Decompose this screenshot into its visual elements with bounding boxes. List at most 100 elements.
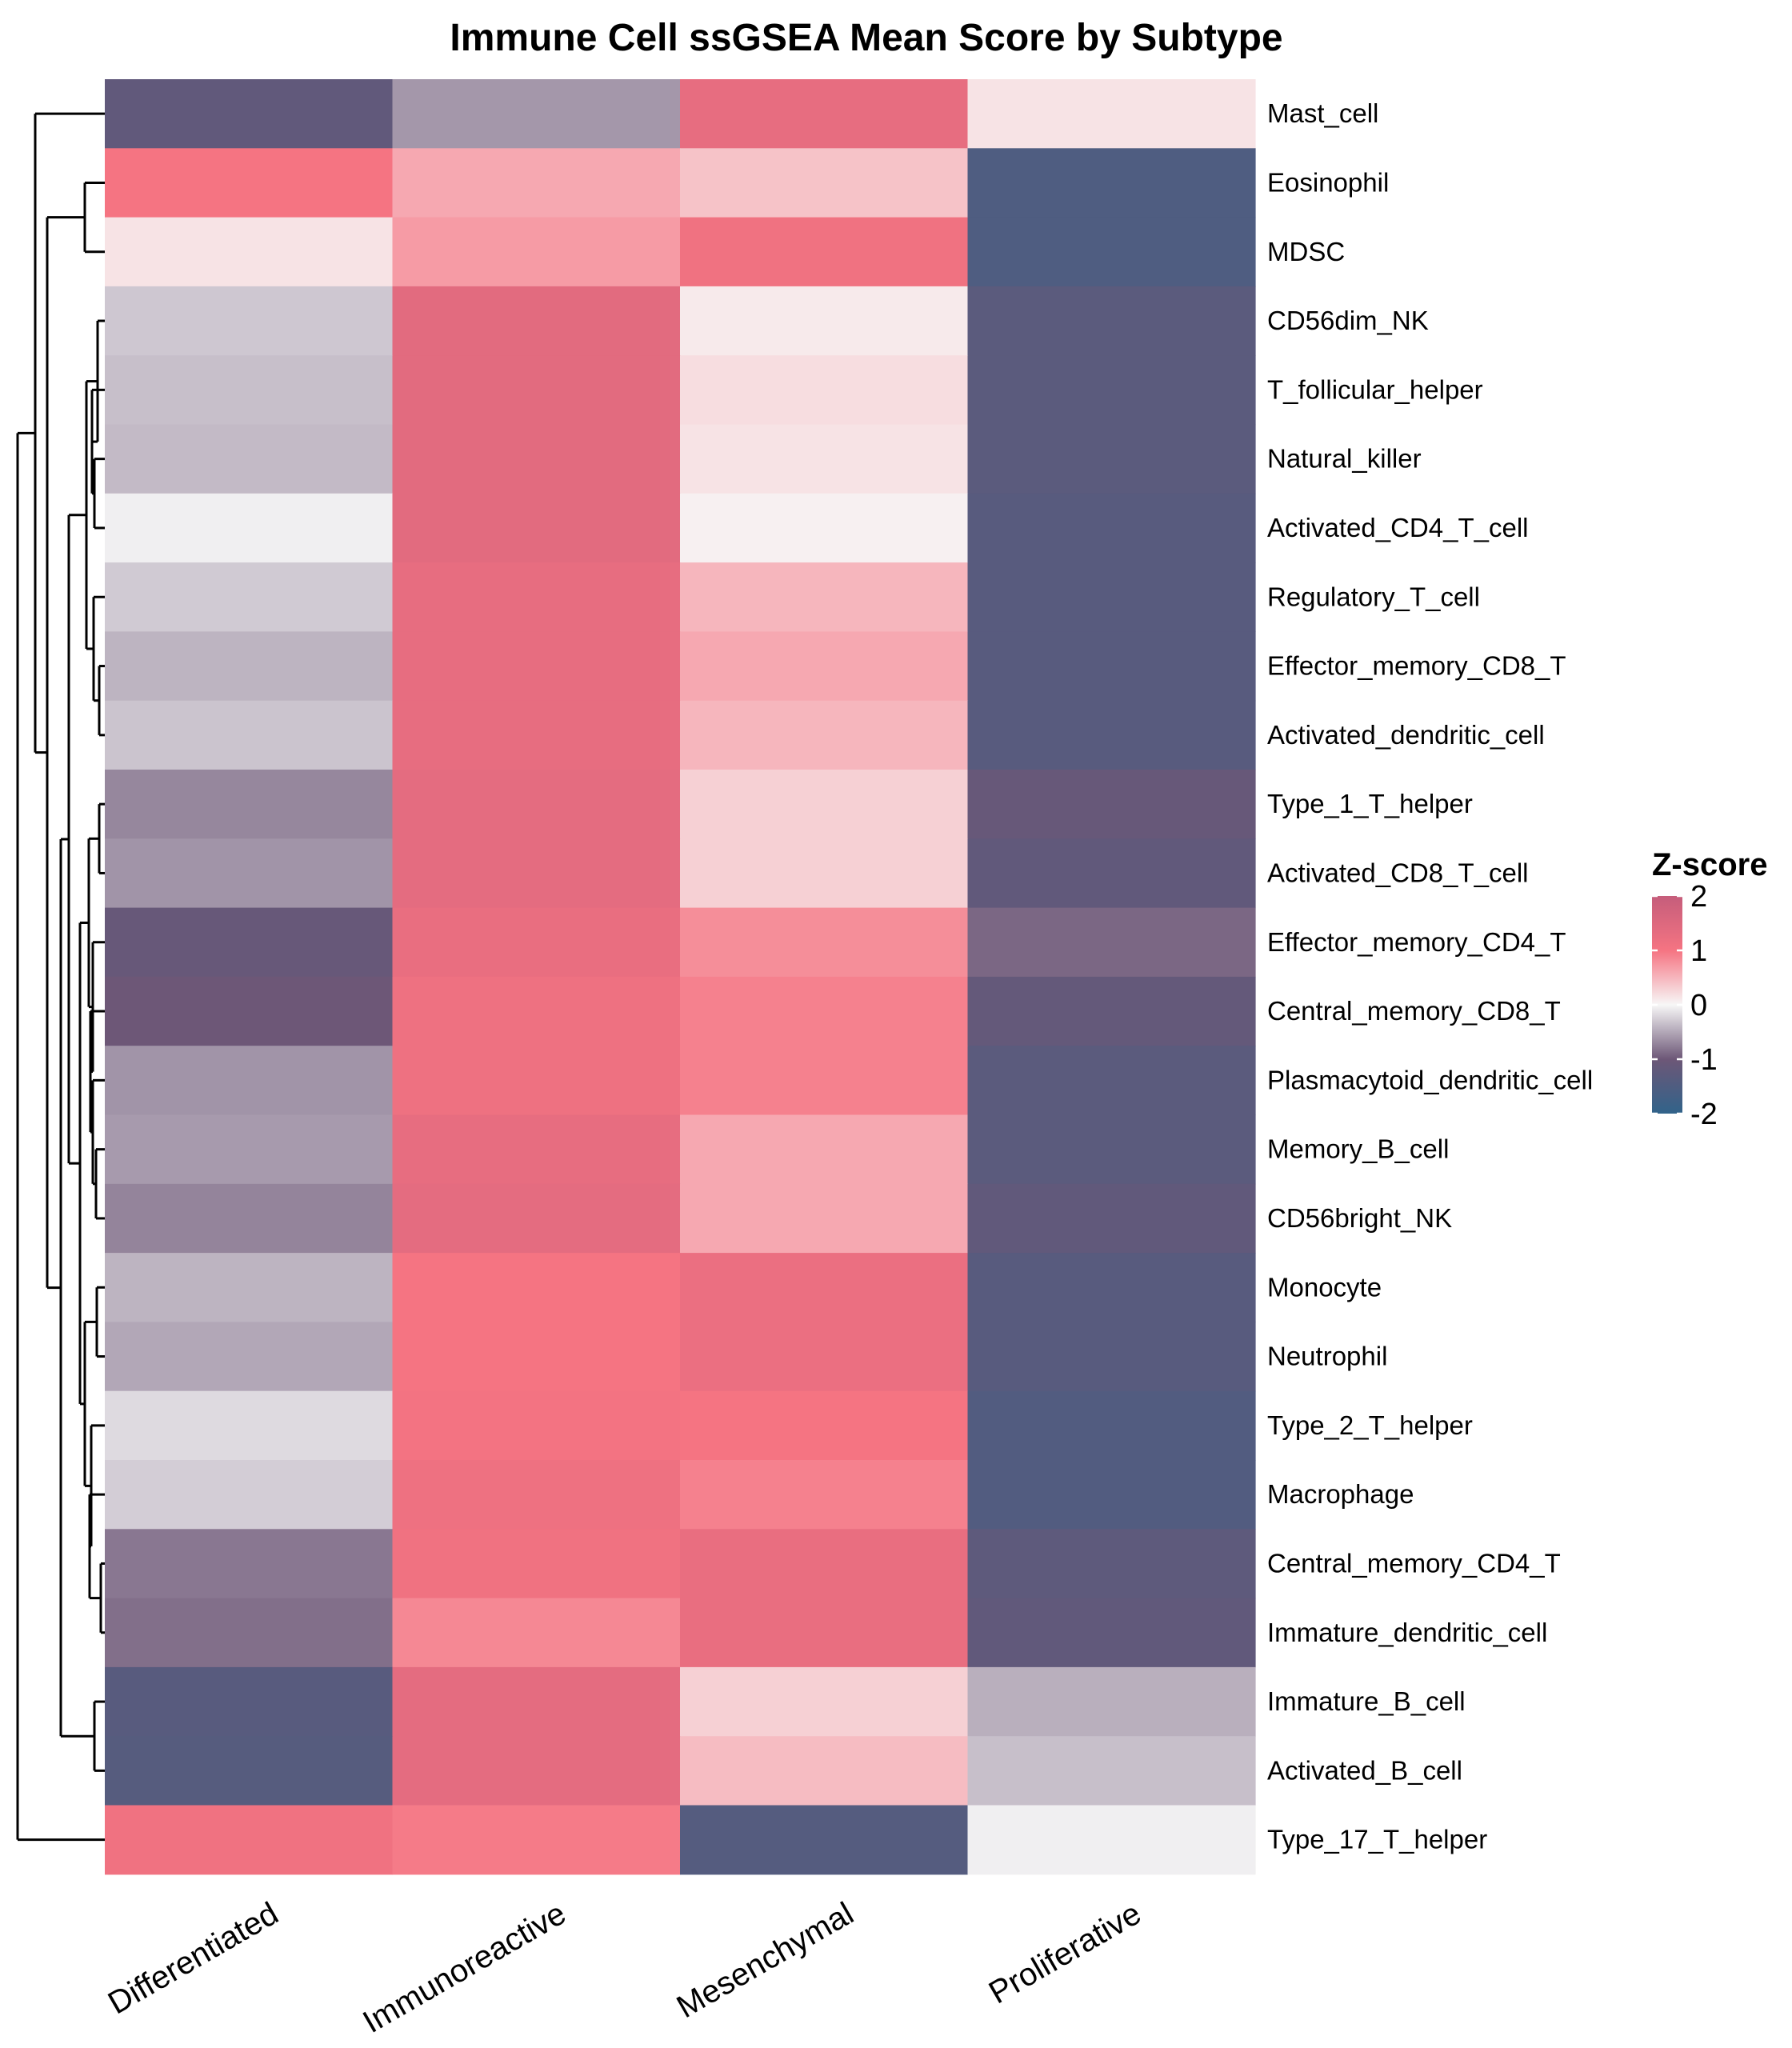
heatmap-cell xyxy=(680,493,969,563)
legend-tick-label: 1 xyxy=(1690,934,1707,968)
row-label: Natural_killer xyxy=(1267,444,1422,474)
heatmap-cell xyxy=(105,1114,394,1185)
heatmap-cell xyxy=(392,1598,681,1668)
heatmap-cell xyxy=(392,1390,681,1461)
heatmap-cell xyxy=(392,1460,681,1530)
heatmap-cell xyxy=(680,976,969,1046)
heatmap-cell xyxy=(967,907,1256,978)
row-label: Regulatory_T_cell xyxy=(1267,582,1480,611)
heatmap-cell xyxy=(680,1666,969,1737)
heatmap-cell xyxy=(105,217,394,287)
heatmap-cell xyxy=(680,1529,969,1599)
heatmap-cell xyxy=(392,1322,681,1392)
heatmap-cell xyxy=(680,424,969,494)
row-label: Type_2_T_helper xyxy=(1267,1410,1473,1440)
heatmap-cell xyxy=(680,355,969,426)
heatmap-cell xyxy=(680,79,969,149)
heatmap-cell xyxy=(105,562,394,632)
heatmap-cell xyxy=(105,1666,394,1737)
row-dendrogram xyxy=(16,112,105,1842)
heatmap-cell xyxy=(105,700,394,770)
column-label: Proliferative xyxy=(983,1896,1147,2011)
heatmap-cell xyxy=(967,1460,1256,1530)
heatmap-cell xyxy=(967,631,1256,702)
heatmap-cell xyxy=(105,1046,394,1116)
heatmap-cell xyxy=(967,1529,1256,1599)
heatmap-cell xyxy=(967,493,1256,563)
heatmap-cell xyxy=(680,700,969,770)
heatmap-cell xyxy=(392,286,681,356)
column-labels: Differentiated Immunoreactive Mesenchymal P… xyxy=(102,1896,1147,2040)
row-label: Neutrophil xyxy=(1267,1342,1387,1371)
heatmap-cell xyxy=(105,1460,394,1530)
legend-tick-label: 0 xyxy=(1690,989,1707,1022)
row-label: T_follicular_helper xyxy=(1267,374,1483,404)
heatmap-cell xyxy=(680,1253,969,1322)
heatmap-cell xyxy=(392,1529,681,1599)
heatmap-cell xyxy=(105,1598,394,1668)
heatmap-cell xyxy=(105,1529,394,1599)
heatmap-cell xyxy=(967,79,1256,149)
heatmap-cell xyxy=(105,424,394,494)
heatmap-cell xyxy=(392,79,681,149)
heatmap-cell xyxy=(967,562,1256,632)
row-label: Eosinophil xyxy=(1267,167,1389,197)
heatmap-cell xyxy=(680,838,969,909)
chart-title: Immune Cell ssGSEA Mean Score by Subtype xyxy=(450,17,1282,59)
heatmap-cell xyxy=(105,79,394,149)
heatmap-cell xyxy=(680,217,969,287)
heatmap-cell xyxy=(967,1805,1256,1875)
heatmap-cell xyxy=(680,1736,969,1806)
heatmap-cell xyxy=(967,1322,1256,1392)
row-label: Activated_CD4_T_cell xyxy=(1267,513,1529,542)
heatmap-cell xyxy=(680,1805,969,1875)
heatmap-cell xyxy=(105,1322,394,1392)
row-label: Macrophage xyxy=(1267,1479,1414,1509)
heatmap-cell xyxy=(392,1114,681,1185)
heatmap-cell xyxy=(967,1183,1256,1254)
heatmap-cell xyxy=(680,1322,969,1392)
heatmap-cell xyxy=(967,286,1256,356)
heatmap-cell xyxy=(967,1114,1256,1185)
heatmap-cell xyxy=(680,907,969,978)
heatmap-cell xyxy=(392,217,681,287)
heatmap-cell xyxy=(392,1046,681,1116)
heatmap-cell xyxy=(967,770,1256,839)
heatmap-cell xyxy=(680,148,969,218)
heatmap-cell xyxy=(392,976,681,1046)
row-label: Effector_memory_CD8_T xyxy=(1267,651,1566,681)
row-label: Activated_dendritic_cell xyxy=(1267,720,1545,750)
heatmap-cell xyxy=(392,1253,681,1322)
heatmap-cell xyxy=(392,838,681,909)
legend-tick-label: 2 xyxy=(1690,880,1707,914)
row-label: Immature_dendritic_cell xyxy=(1267,1618,1547,1647)
heatmap-cells xyxy=(105,79,1256,1875)
heatmap-cell xyxy=(967,1046,1256,1116)
heatmap-cell xyxy=(680,631,969,702)
heatmap-cell xyxy=(680,1114,969,1185)
heatmap-cell xyxy=(967,1736,1256,1806)
heatmap-cell xyxy=(967,1666,1256,1737)
column-label: Immunoreactive xyxy=(357,1896,571,2040)
row-label: Plasmacytoid_dendritic_cell xyxy=(1267,1065,1593,1094)
row-label: Effector_memory_CD4_T xyxy=(1267,927,1566,957)
heatmap-cell xyxy=(967,148,1256,218)
row-label: Mast_cell xyxy=(1267,98,1378,128)
color-legend: Z-score 2 1 0 -1 -2 xyxy=(1652,847,1768,1131)
heatmap-cell xyxy=(392,1666,681,1737)
row-label: CD56bright_NK xyxy=(1267,1203,1452,1233)
heatmap-cell xyxy=(105,493,394,563)
heatmap-cell xyxy=(680,1046,969,1116)
row-label: Immature_B_cell xyxy=(1267,1686,1466,1716)
heatmap-cell xyxy=(680,1460,969,1530)
row-label: Type_1_T_helper xyxy=(1267,789,1473,818)
heatmap-cell xyxy=(392,493,681,563)
heatmap-cell xyxy=(105,1805,394,1875)
heatmap-cell xyxy=(392,1736,681,1806)
row-label: CD56dim_NK xyxy=(1267,306,1429,335)
heatmap-cell xyxy=(392,907,681,978)
heatmap-cell xyxy=(680,1390,969,1461)
heatmap-cell xyxy=(392,424,681,494)
heatmap-cell xyxy=(105,770,394,839)
